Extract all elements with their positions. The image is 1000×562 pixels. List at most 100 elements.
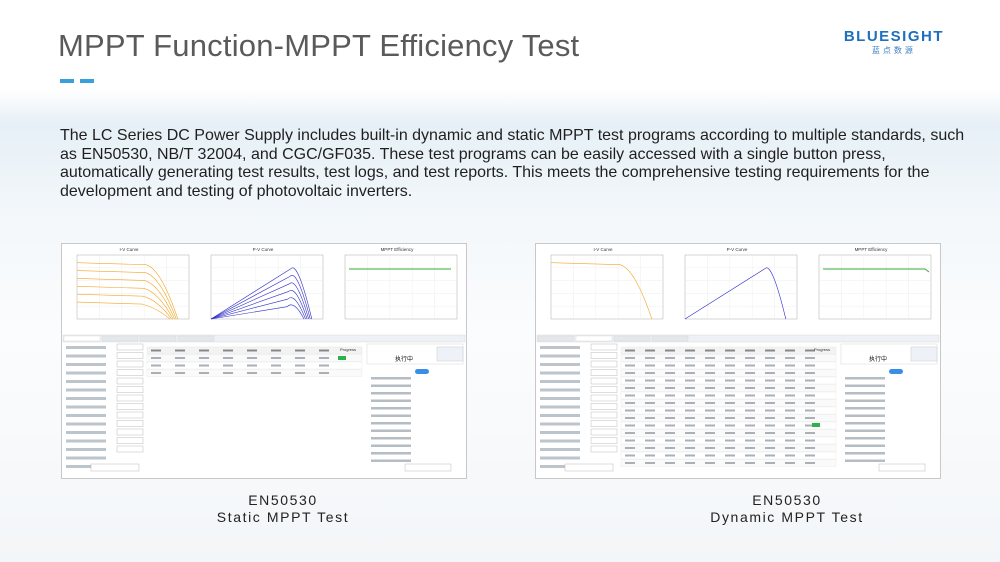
curve: [210, 275, 311, 320]
form-input: [590, 445, 618, 453]
result-line: [845, 407, 885, 410]
result-line: [845, 399, 885, 402]
cell-text: [625, 454, 635, 457]
cell-text: [725, 424, 735, 427]
curve: [210, 297, 306, 320]
cell-text: [765, 379, 775, 382]
cell-text: [625, 379, 635, 382]
form-label: [66, 439, 106, 443]
result-line: [845, 377, 885, 380]
tab: [613, 335, 651, 342]
cell-text: [745, 462, 755, 464]
tab-bar: [536, 334, 940, 343]
cell-text: [785, 424, 795, 427]
cell-text: [665, 424, 675, 427]
accent-dash: [80, 79, 94, 83]
plot-area: [684, 254, 798, 320]
cell-text: [685, 409, 695, 412]
status-text: 执行中: [869, 355, 887, 363]
form-input: [590, 369, 618, 376]
cell-text: [805, 387, 815, 389]
caption-line: Dynamic MPPT Test: [710, 509, 864, 525]
cell-text: [271, 357, 281, 359]
curve: [76, 262, 179, 320]
cell-text: [705, 357, 715, 359]
cell-text: [223, 364, 233, 367]
cell-text: [805, 409, 815, 412]
cell-text: [705, 349, 715, 352]
cell-text: [247, 357, 257, 359]
form-field: [90, 463, 140, 472]
cell-text: [625, 349, 635, 352]
cell-text: [625, 439, 635, 442]
cell-text: [745, 349, 755, 352]
result-line: [845, 452, 885, 455]
form-label: [540, 371, 580, 375]
form-label: [540, 439, 580, 443]
result-line: [371, 429, 411, 432]
cell-text: [645, 372, 655, 374]
cell-text: [319, 364, 329, 367]
cell-text: [745, 364, 755, 367]
cell-text: [705, 424, 715, 427]
cell-text: [805, 432, 815, 434]
path-field: [404, 463, 452, 472]
cell-text: [805, 417, 815, 419]
cell-text: [199, 364, 209, 367]
cell-text: [805, 454, 815, 457]
plot-area: [210, 254, 324, 320]
cell-text: [685, 387, 695, 389]
result-line: [845, 414, 885, 417]
form-input: [590, 386, 618, 393]
form-field: [564, 463, 614, 472]
tab-bar: [62, 334, 466, 343]
cell-text: [785, 409, 795, 412]
logo-text: BLUESIGHT: [843, 28, 944, 45]
column-header: Progress: [340, 347, 356, 352]
cell-text: [665, 439, 675, 442]
cell-text: [785, 402, 795, 404]
form-label: [540, 346, 580, 349]
cell-text: [665, 372, 675, 374]
form-input: [116, 437, 144, 444]
cell-text: [805, 447, 815, 449]
form-label: [540, 422, 580, 426]
result-line: [845, 437, 885, 440]
cell-text: [685, 454, 695, 457]
slide-title: MPPT Function-MPPT Efficiency Test: [58, 28, 580, 63]
form-input: [116, 445, 144, 453]
result-line: [371, 384, 411, 387]
cell-text: [745, 394, 755, 397]
cell-text: [785, 364, 795, 367]
cell-text: [685, 462, 695, 464]
cell-text: [745, 447, 755, 449]
cell-text: [645, 462, 655, 464]
column-header: Progress: [814, 347, 830, 352]
cell-text: [705, 402, 715, 404]
cell-text: [705, 379, 715, 382]
form-label: [66, 465, 106, 468]
form-label: [66, 363, 106, 366]
cell-text: [805, 424, 815, 427]
cell-text: [785, 387, 795, 389]
result-line: [845, 422, 885, 425]
form-input: [590, 403, 618, 410]
form-label: [66, 380, 106, 383]
cell-text: [665, 409, 675, 412]
cell-text: [705, 439, 715, 442]
cell-text: [725, 402, 735, 404]
cell-text: [271, 372, 281, 374]
cell-text: [645, 447, 655, 449]
cell-text: [725, 387, 735, 389]
cell-text: [685, 379, 695, 382]
result-line: [371, 437, 411, 440]
cell-text: [705, 364, 715, 367]
cell-text: [199, 349, 209, 352]
result-line: [371, 407, 411, 410]
cell-text: [765, 432, 775, 434]
cell-text: [805, 379, 815, 382]
cell-text: [625, 447, 635, 449]
cell-text: [805, 394, 815, 397]
form-label: [540, 397, 580, 400]
cell-text: [725, 439, 735, 442]
